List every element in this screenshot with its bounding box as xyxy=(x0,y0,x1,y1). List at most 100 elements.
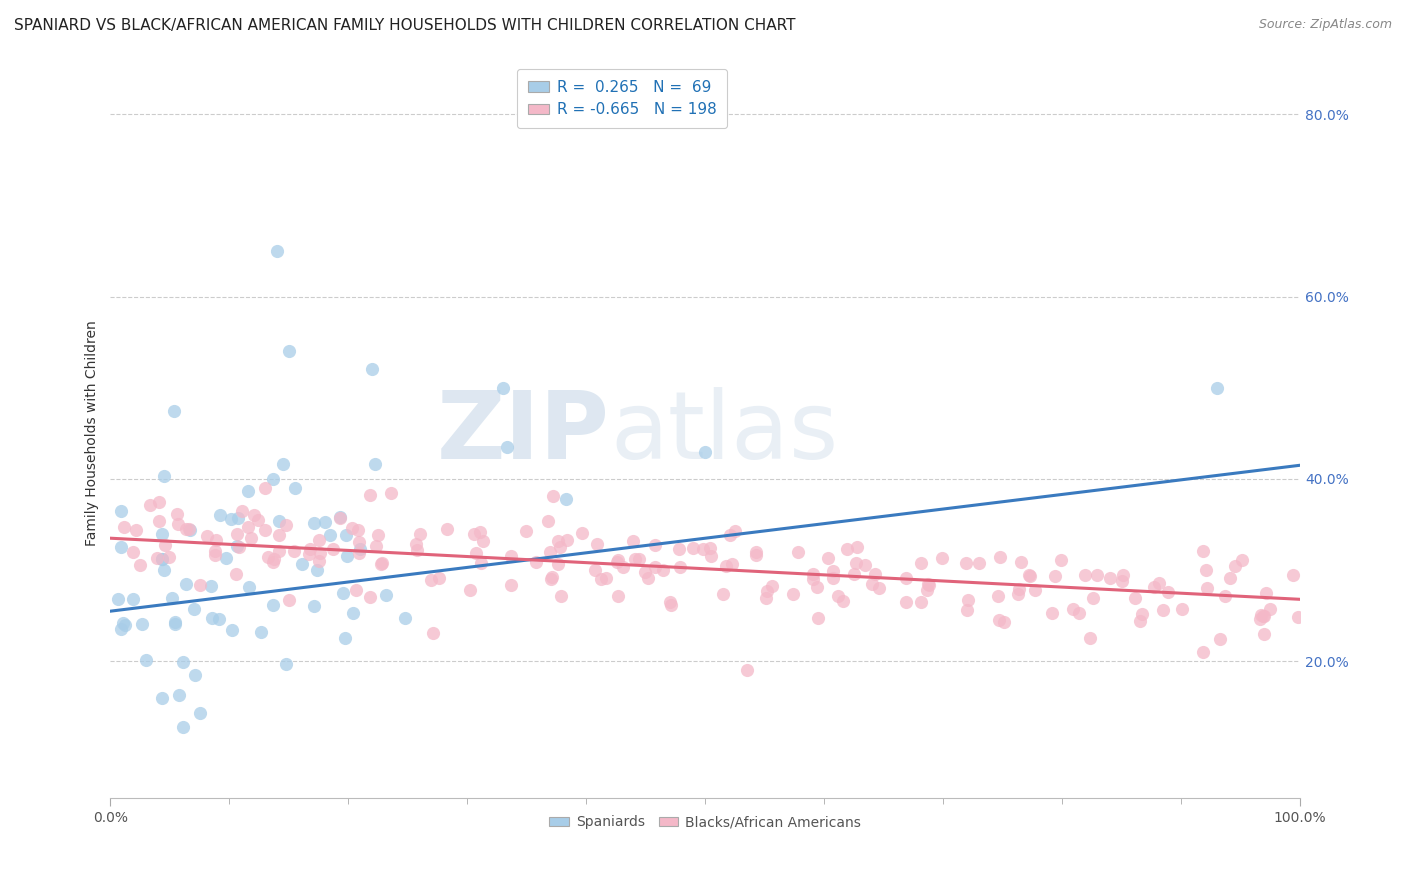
Point xyxy=(257,550,280,565)
Point xyxy=(541,489,564,503)
Point xyxy=(1074,568,1097,582)
Point xyxy=(821,571,844,585)
Point xyxy=(595,571,617,585)
Point xyxy=(228,540,250,554)
Text: ZIP: ZIP xyxy=(437,387,610,479)
Point xyxy=(844,566,866,581)
Point xyxy=(205,533,228,548)
Point xyxy=(744,548,766,562)
Point xyxy=(496,440,519,454)
Point xyxy=(309,546,332,560)
Point xyxy=(374,588,396,602)
Point xyxy=(782,587,804,601)
Point xyxy=(153,563,176,577)
Point xyxy=(150,526,173,541)
Point xyxy=(361,362,384,376)
Point xyxy=(1081,591,1104,606)
Point xyxy=(129,558,152,573)
Point xyxy=(1258,601,1281,615)
Point xyxy=(160,591,183,606)
Point xyxy=(695,444,717,458)
Point xyxy=(179,523,201,537)
Point xyxy=(1129,614,1152,628)
Point xyxy=(606,552,628,566)
Point xyxy=(436,522,458,536)
Point xyxy=(263,552,285,566)
Point xyxy=(254,524,277,538)
Point xyxy=(347,523,370,537)
Point xyxy=(112,520,135,534)
Point xyxy=(468,525,491,540)
Point xyxy=(692,541,714,556)
Point xyxy=(349,541,371,556)
Point xyxy=(342,606,364,620)
Point xyxy=(163,404,186,418)
Point xyxy=(915,582,938,597)
Point xyxy=(540,572,562,586)
Point xyxy=(499,578,522,592)
Y-axis label: Family Households with Children: Family Households with Children xyxy=(86,320,100,546)
Point xyxy=(1024,582,1046,597)
Point xyxy=(761,579,783,593)
Point xyxy=(359,591,381,605)
Point xyxy=(290,558,312,572)
Point xyxy=(122,544,145,558)
Point xyxy=(537,514,560,528)
Point xyxy=(174,577,197,591)
Point xyxy=(179,522,201,536)
Point xyxy=(910,595,932,609)
Point xyxy=(427,570,450,584)
Point xyxy=(1085,567,1108,582)
Point xyxy=(1040,607,1063,621)
Point xyxy=(1010,555,1032,569)
Point xyxy=(131,617,153,632)
Point xyxy=(1099,571,1122,585)
Point xyxy=(682,541,704,555)
Point xyxy=(1112,568,1135,582)
Point xyxy=(347,546,370,560)
Point xyxy=(394,611,416,625)
Point xyxy=(735,664,758,678)
Point xyxy=(163,617,186,632)
Point xyxy=(555,491,578,506)
Point xyxy=(163,615,186,629)
Point xyxy=(745,545,768,559)
Point xyxy=(172,656,194,670)
Point xyxy=(139,498,162,512)
Point xyxy=(172,720,194,734)
Point xyxy=(231,504,253,518)
Point xyxy=(204,544,226,558)
Point xyxy=(659,595,682,609)
Point xyxy=(699,549,721,564)
Point xyxy=(405,543,427,558)
Point xyxy=(184,668,207,682)
Point xyxy=(167,688,190,702)
Point xyxy=(304,599,326,613)
Point xyxy=(589,572,612,586)
Point xyxy=(583,563,606,577)
Point xyxy=(699,541,721,556)
Point xyxy=(262,598,284,612)
Point xyxy=(627,552,650,566)
Point xyxy=(1225,558,1247,573)
Point xyxy=(1111,574,1133,588)
Point xyxy=(1254,585,1277,599)
Point xyxy=(380,486,402,500)
Point xyxy=(659,598,682,612)
Point xyxy=(756,584,779,599)
Point xyxy=(1195,581,1218,595)
Point xyxy=(669,560,692,574)
Point xyxy=(157,549,180,564)
Text: SPANIARD VS BLACK/AFRICAN AMERICAN FAMILY HOUSEHOLDS WITH CHILDREN CORRELATION C: SPANIARD VS BLACK/AFRICAN AMERICAN FAMIL… xyxy=(14,18,796,33)
Point xyxy=(336,549,359,564)
Point xyxy=(236,520,259,534)
Point xyxy=(586,537,609,551)
Point xyxy=(284,481,307,495)
Point xyxy=(188,706,211,720)
Point xyxy=(308,554,330,568)
Point xyxy=(607,590,630,604)
Point xyxy=(322,542,344,557)
Point xyxy=(200,579,222,593)
Point xyxy=(917,577,939,591)
Point xyxy=(987,589,1010,603)
